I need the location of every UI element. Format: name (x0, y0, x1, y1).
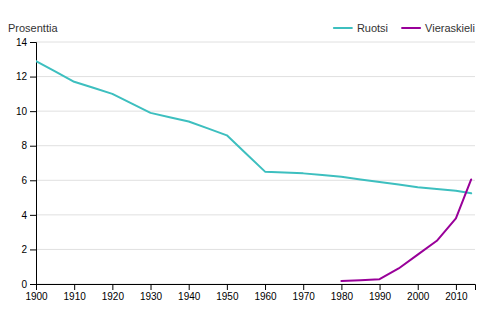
tick-label: 4 (21, 210, 27, 221)
tick-label: 8 (21, 140, 27, 151)
tick-mark (30, 215, 36, 216)
tick-mark (151, 284, 152, 290)
y-axis: 0 2 4 6 8 10 12 14 (16, 37, 37, 290)
tick: 0 (21, 279, 36, 290)
tick-label: 1940 (178, 291, 201, 302)
tick-mark (30, 42, 36, 43)
grid-line (36, 76, 475, 77)
tick-label: 1920 (102, 291, 125, 302)
tick-label: 14 (16, 37, 28, 48)
tick: 2 (21, 244, 36, 255)
tick-label: 1990 (369, 291, 392, 302)
tick: 1940 (178, 284, 201, 302)
plot: 1900 1910 1920 1930 1940 1950 1960 1970 1980 1990… (16, 37, 476, 302)
legend-swatch (334, 27, 352, 29)
x-axis: 1900 1910 1920 1930 1940 1950 1960 1970 1980 1990… (25, 284, 475, 302)
tick-mark (456, 284, 457, 290)
grid-line (36, 214, 475, 215)
grid (36, 42, 475, 284)
tick: 1960 (254, 284, 277, 302)
tick-mark (265, 284, 266, 290)
tick-label: 1910 (64, 291, 87, 302)
tick-label: 1970 (293, 291, 316, 302)
tick-label: 1980 (331, 291, 354, 302)
legend-label: Ruotsi (357, 22, 388, 34)
tick-mark (30, 180, 36, 181)
tick-label: 12 (16, 71, 28, 82)
legend-label: Vieraskieli (425, 22, 475, 34)
tick: 1930 (140, 284, 163, 302)
grid-line (36, 111, 475, 112)
tick-mark (303, 284, 304, 290)
tick: 2000 (407, 284, 430, 302)
tick: 4 (21, 210, 36, 221)
tick: 1950 (216, 284, 239, 302)
tick-mark (74, 284, 75, 290)
tick: 1900 (25, 284, 48, 302)
grid-line (36, 180, 475, 181)
tick: 12 (16, 71, 36, 82)
axis-line (30, 43, 37, 285)
grid-line (36, 145, 475, 146)
tick-mark (112, 284, 113, 290)
tick-mark (30, 249, 36, 250)
tick-mark (380, 284, 381, 290)
tick-label: 1900 (25, 291, 48, 302)
tick-label: 1930 (140, 291, 163, 302)
lines (36, 61, 471, 281)
legend: Ruotsi Vieraskieli (334, 22, 475, 34)
tick: 2010 (445, 284, 468, 302)
legend-item: Vieraskieli (402, 22, 475, 34)
tick-mark (418, 284, 419, 290)
series-line (341, 179, 471, 280)
tick-mark (341, 284, 342, 290)
tick-mark (189, 284, 190, 290)
grid-line (36, 42, 475, 43)
tick-label: 2 (21, 244, 27, 255)
tick-label: 10 (16, 106, 28, 117)
tick: 14 (16, 37, 36, 48)
tick-mark (30, 77, 36, 78)
tick-label: 6 (21, 175, 27, 186)
series-line (36, 61, 471, 193)
tick-label: 1950 (216, 291, 239, 302)
tick: 10 (16, 106, 36, 117)
legend-item: Ruotsi (334, 22, 388, 34)
tick-label: 2000 (407, 291, 430, 302)
tick: 1920 (102, 284, 125, 302)
tick: 1980 (331, 284, 354, 302)
y-axis-title: Prosenttia (8, 22, 58, 34)
tick-mark (30, 146, 36, 147)
tick-mark (30, 111, 36, 112)
tick: 1990 (369, 284, 392, 302)
chart: 1900 1910 1920 1930 1940 1950 1960 1970 1980 1990… (0, 0, 491, 310)
tick-label: 1960 (254, 291, 277, 302)
axis-line (37, 285, 476, 291)
tick: 8 (21, 140, 36, 151)
legend-swatch (402, 27, 420, 29)
tick-mark (30, 284, 36, 285)
grid-line (36, 249, 475, 250)
tick-mark (227, 284, 228, 290)
tick: 6 (21, 175, 36, 186)
tick: 1910 (64, 284, 87, 302)
tick-label: 0 (21, 279, 27, 290)
tick-label: 2010 (445, 291, 468, 302)
tick: 1970 (293, 284, 316, 302)
chart-container: 1900 1910 1920 1930 1940 1950 1960 1970 1980 1990… (0, 0, 491, 310)
